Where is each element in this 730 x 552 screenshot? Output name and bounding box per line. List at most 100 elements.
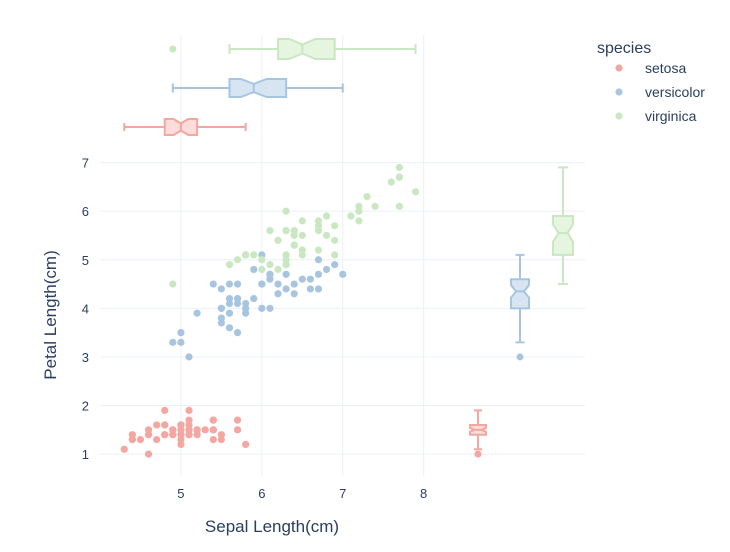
virginica-point [322, 231, 331, 240]
virginica-point [314, 222, 323, 230]
x-axis-title: Sepal Length(cm) [205, 517, 339, 536]
legend-label-setosa: setosa [645, 60, 686, 76]
versicolor-marginal-x-box [171, 78, 344, 98]
setosa-point [201, 426, 209, 434]
virginica-point [331, 236, 339, 244]
versicolor-outlier-point [516, 353, 524, 361]
virginica-point [233, 256, 242, 264]
virginica-point [266, 227, 274, 235]
setosa-point [153, 435, 161, 444]
virginica-point [395, 173, 404, 181]
versicolor-point [233, 280, 242, 288]
legend-item-setosa[interactable]: setosa [615, 60, 686, 76]
setosa-point [144, 431, 153, 439]
versicolor-point [306, 285, 314, 293]
versicolor-point [290, 290, 298, 298]
scatter-points [120, 163, 420, 458]
versicolor-point [225, 309, 234, 317]
versicolor-point [233, 299, 242, 308]
virginica-point [250, 251, 258, 259]
y-tick-label: 5 [82, 253, 89, 268]
virginica-point [274, 236, 282, 244]
versicolor-point [250, 295, 258, 303]
versicolor-point [266, 304, 274, 312]
y-axis-ticks: 1 2 3 4 5 6 7 [82, 156, 89, 463]
versicolor-point [339, 270, 347, 278]
versicolor-point [177, 329, 185, 337]
virginica-point [298, 231, 306, 240]
setosa-point [153, 421, 161, 429]
legend-label-virginica: virginica [645, 108, 697, 124]
legend-marker-versicolor [615, 88, 623, 96]
virginica-point [290, 241, 298, 249]
virginica-point [322, 212, 331, 220]
versicolor-point [185, 353, 193, 361]
virginica-point [355, 217, 363, 225]
virginica-point [411, 188, 420, 196]
setosa-point [144, 450, 153, 458]
versicolor-point [225, 280, 234, 288]
virginica-marginal-y-box [552, 166, 574, 286]
versicolor-point [217, 304, 225, 312]
legend-label-versicolor: versicolor [645, 84, 705, 100]
versicolor-point [274, 290, 282, 298]
legend-item-virginica[interactable]: virginica [615, 108, 697, 124]
versicolor-marginal-y-box [510, 253, 530, 361]
versicolor-point [217, 319, 225, 327]
virginica-outlier-point [169, 45, 177, 53]
marginal-x-boxplots [123, 38, 417, 136]
versicolor-point [225, 324, 234, 332]
virginica-point [331, 222, 339, 230]
versicolor-points [169, 251, 347, 361]
virginica-point [387, 178, 395, 186]
virginica-point [258, 256, 266, 264]
y-tick-label: 7 [82, 156, 89, 171]
legend[interactable]: setosa versicolor virginica [615, 60, 705, 124]
virginica-point [282, 256, 290, 264]
virginica-point [266, 261, 274, 269]
setosa-point [242, 440, 250, 449]
setosa-point [177, 431, 185, 439]
setosa-point [193, 426, 201, 434]
y-tick-label: 6 [82, 204, 89, 219]
marginal-y-boxplots [469, 166, 574, 458]
virginica-point [395, 202, 404, 210]
setosa-point [217, 435, 225, 444]
setosa-point [233, 426, 242, 434]
setosa-point [161, 421, 169, 429]
x-tick-label: 7 [339, 486, 346, 501]
setosa-points [120, 406, 250, 458]
versicolor-point [282, 270, 290, 278]
setosa-point [185, 406, 193, 414]
versicolor-point [250, 265, 258, 274]
y-tick-label: 1 [82, 447, 89, 462]
versicolor-point [306, 275, 314, 283]
versicolor-point [298, 275, 306, 283]
setosa-point [177, 421, 185, 429]
versicolor-point [225, 295, 234, 303]
setosa-point [209, 416, 217, 424]
x-axis-ticks: 5 6 7 8 [177, 486, 427, 501]
virginica-point [314, 246, 323, 254]
versicolor-point [331, 261, 339, 269]
setosa-point [161, 431, 169, 439]
setosa-point [169, 431, 177, 439]
virginica-points [169, 163, 420, 288]
versicolor-point [314, 270, 323, 278]
versicolor-point [322, 265, 331, 274]
virginica-point [169, 280, 177, 288]
versicolor-point [233, 329, 242, 337]
versicolor-point [314, 256, 323, 264]
virginica-point [282, 227, 290, 235]
legend-item-versicolor[interactable]: versicolor [615, 84, 705, 100]
versicolor-point [314, 285, 323, 293]
versicolor-point [274, 280, 282, 288]
virginica-point [331, 251, 339, 259]
legend-title: species [597, 40, 651, 57]
virginica-point [347, 212, 355, 220]
setosa-point [128, 435, 136, 444]
setosa-point [233, 416, 242, 424]
versicolor-point [290, 280, 298, 288]
